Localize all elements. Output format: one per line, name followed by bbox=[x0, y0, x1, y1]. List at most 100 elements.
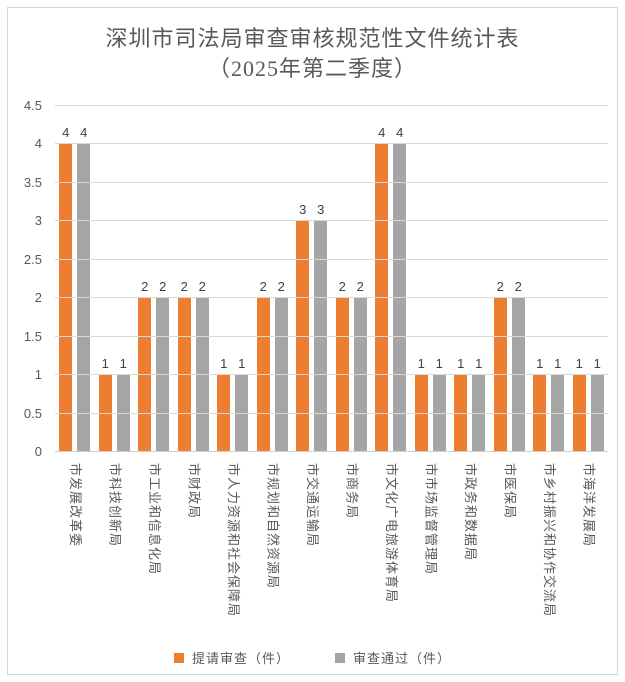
category-label-cell: 市交通运输局 bbox=[292, 463, 332, 633]
y-tick-label: 0 bbox=[34, 444, 42, 459]
category-label: 市海洋发展局 bbox=[581, 463, 597, 548]
category-label-cell: 市规划和自然资源局 bbox=[253, 463, 293, 633]
bar-column: 2 bbox=[195, 105, 209, 451]
bar-value-label: 2 bbox=[277, 279, 285, 295]
y-tick-label: 0.5 bbox=[23, 405, 42, 421]
gridline bbox=[55, 412, 608, 414]
bar-column: 4 bbox=[393, 105, 407, 451]
category-label-cell: 市海洋发展局 bbox=[569, 463, 609, 633]
bar-column: 1 bbox=[590, 105, 604, 451]
gridline bbox=[55, 335, 608, 337]
bar-column: 4 bbox=[375, 105, 389, 451]
bar-value-label: 1 bbox=[575, 356, 583, 372]
bar-value-label: 1 bbox=[475, 356, 483, 372]
bar-column: 1 bbox=[116, 105, 130, 451]
category-label: 市发展改革委 bbox=[67, 463, 83, 548]
gridline bbox=[55, 297, 608, 299]
category-label-cell: 市商务局 bbox=[332, 463, 372, 633]
bar-value-label: 4 bbox=[396, 125, 404, 141]
bar-value-label: 1 bbox=[101, 356, 109, 372]
gridline bbox=[55, 220, 608, 222]
bar-column: 1 bbox=[472, 105, 486, 451]
gridline bbox=[55, 258, 608, 260]
category-label-cell: 市医保局 bbox=[490, 463, 530, 633]
bar-value-label: 4 bbox=[378, 125, 386, 141]
category-label-cell: 市文化广电旅游体育局 bbox=[371, 463, 411, 633]
bar-value-label: 2 bbox=[356, 279, 364, 295]
bar-value-label: 3 bbox=[317, 202, 325, 218]
category-label: 市科技创新局 bbox=[107, 463, 123, 548]
legend-label: 提请审查（件） bbox=[191, 651, 290, 666]
y-tick-label: 4.5 bbox=[23, 98, 42, 113]
bar-column: 1 bbox=[217, 105, 231, 451]
bar-value-label: 1 bbox=[536, 356, 544, 372]
bar-column: 4 bbox=[59, 105, 73, 451]
y-tick-label: 3.5 bbox=[23, 174, 42, 190]
y-tick-label: 1 bbox=[34, 367, 42, 383]
bar-column: 1 bbox=[98, 105, 112, 451]
bar-column: 1 bbox=[414, 105, 428, 451]
bar-column: 1 bbox=[432, 105, 446, 451]
legend: 提请审查（件） 审查通过（件） bbox=[8, 648, 617, 667]
bar-column: 2 bbox=[256, 105, 270, 451]
category-label: 市医保局 bbox=[502, 463, 518, 520]
category-label: 市政务和数据局 bbox=[462, 463, 478, 562]
category-label-cell: 市政务和数据局 bbox=[450, 463, 490, 633]
bar-value-label: 1 bbox=[457, 356, 465, 372]
y-axis: 0 0.5 1 1.5 2 2.5 3 3.5 4 4.5 bbox=[8, 98, 48, 459]
bar-value-label: 2 bbox=[141, 279, 149, 295]
gridline bbox=[55, 143, 608, 145]
legend-swatch-icon bbox=[173, 652, 184, 663]
y-tick-label: 2.5 bbox=[23, 251, 42, 267]
category-label-cell: 市财政局 bbox=[174, 463, 214, 633]
bar-value-label: 2 bbox=[159, 279, 167, 295]
bar-value-label: 2 bbox=[496, 279, 504, 295]
category-label-cell: 市人力资源和社会保障局 bbox=[213, 463, 253, 633]
bar-value-label: 1 bbox=[119, 356, 127, 372]
bar-column: 1 bbox=[454, 105, 468, 451]
bar-column: 2 bbox=[493, 105, 507, 451]
bar-value-label: 1 bbox=[238, 356, 246, 372]
legend-swatch-icon bbox=[335, 652, 345, 663]
bar-value-label: 2 bbox=[514, 279, 522, 295]
y-tick-label: 4 bbox=[34, 136, 42, 152]
bar-value-label: 3 bbox=[299, 202, 307, 218]
bar-column: 1 bbox=[572, 105, 586, 451]
category-label: 市文化广电旅游体育局 bbox=[383, 463, 399, 604]
legend-item: 提请审查（件） bbox=[173, 648, 290, 667]
x-axis-category-labels: 市发展改革委 市科技创新局 市工业和信息化局 市财政局 市人力资源和社会保障局 市规划和自… bbox=[55, 463, 608, 633]
bar-value-label: 1 bbox=[220, 356, 228, 372]
legend-label: 审查通过（件） bbox=[353, 651, 452, 666]
bar-column: 2 bbox=[138, 105, 152, 451]
bar-column: 2 bbox=[335, 105, 349, 451]
bar-value-label: 2 bbox=[338, 279, 346, 295]
bar-column: 3 bbox=[296, 105, 310, 451]
bar-value-label: 2 bbox=[180, 279, 188, 295]
category-label-cell: 市工业和信息化局 bbox=[134, 463, 174, 633]
gridline bbox=[55, 181, 608, 183]
category-label: 市规划和自然资源局 bbox=[265, 463, 281, 590]
category-label-cell: 市发展改革委 bbox=[55, 463, 95, 633]
category-label: 市财政局 bbox=[186, 463, 202, 520]
bar-column: 3 bbox=[314, 105, 328, 451]
legend-item: 审查通过（件） bbox=[335, 648, 451, 667]
category-label-cell: 市乡村振兴和协作交流局 bbox=[529, 463, 569, 633]
bar-value-label: 1 bbox=[417, 356, 425, 372]
category-label-cell: 市科技创新局 bbox=[95, 463, 135, 633]
bar-value-label: 4 bbox=[62, 125, 70, 141]
